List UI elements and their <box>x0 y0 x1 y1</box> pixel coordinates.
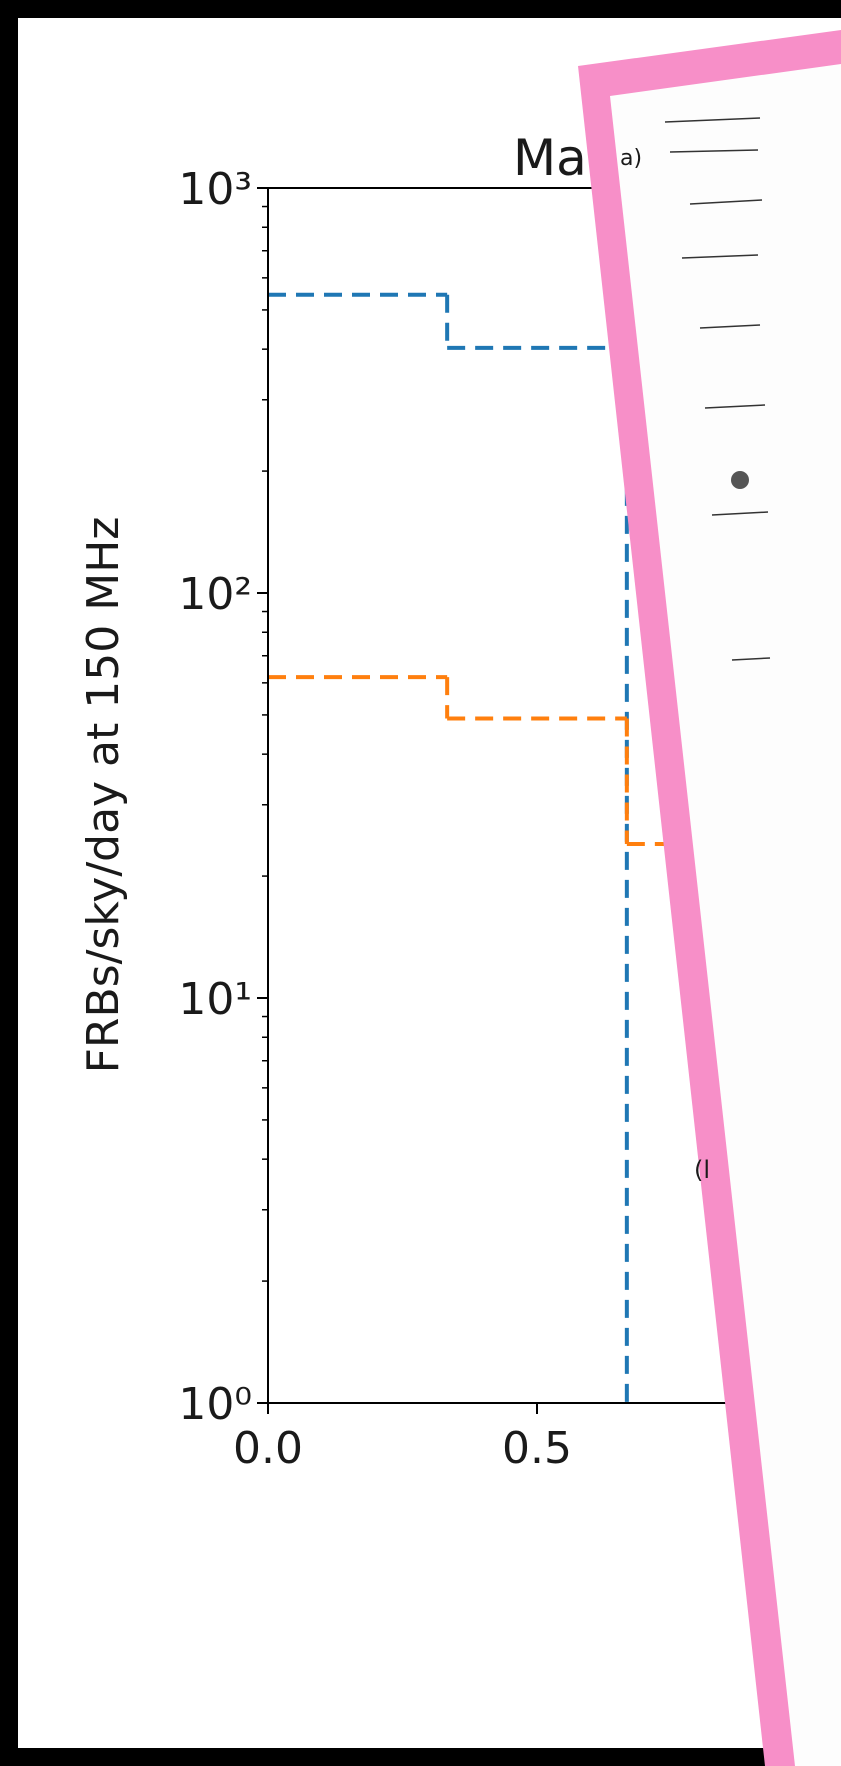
scan-blob <box>731 471 749 489</box>
x-tick-label: 0.0 <box>233 1423 303 1474</box>
page: {"chart_data": {"type": "step", "title":… <box>0 0 841 1766</box>
x-tick-label: 0.5 <box>502 1423 572 1474</box>
chart-title: Ma <box>513 129 587 187</box>
overlay-label: (l <box>694 1156 710 1184</box>
y-axis-label: FRBs/sky/day at 150 MHz <box>78 517 129 1074</box>
overlay-label: a) <box>620 146 642 171</box>
screenshot: 10⁰10¹10²10³0.00.5 Ma FRBs/sky/day at 15… <box>0 0 841 1766</box>
y-tick-label: 10³ <box>178 164 252 215</box>
y-tick-label: 10² <box>178 569 252 620</box>
y-tick-label: 10¹ <box>178 974 252 1025</box>
